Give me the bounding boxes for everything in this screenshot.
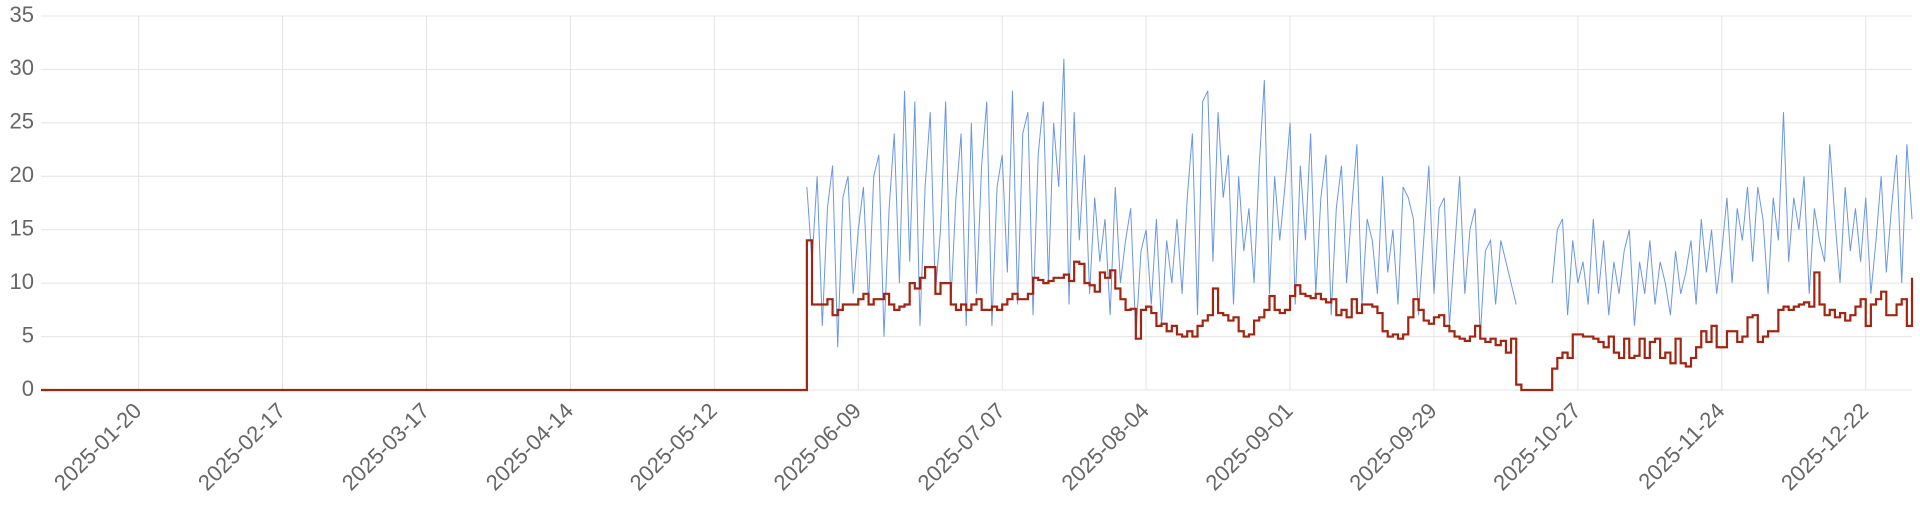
x-tick-label: 2025-07-07 — [913, 398, 1010, 495]
x-tick-label: 2025-09-29 — [1344, 398, 1441, 495]
y-tick-label: 35 — [10, 2, 34, 27]
x-tick-label: 2025-04-14 — [481, 398, 578, 495]
x-tick-label: 2025-02-17 — [193, 398, 290, 495]
y-tick-label: 30 — [10, 55, 34, 80]
x-tick-label: 2025-05-12 — [625, 398, 722, 495]
x-tick-label: 2025-01-20 — [49, 398, 146, 495]
x-tick-label: 2025-03-17 — [337, 398, 434, 495]
y-tick-label: 0 — [22, 376, 34, 401]
x-tick-label: 2025-10-27 — [1488, 398, 1585, 495]
y-tick-label: 10 — [10, 269, 34, 294]
x-tick-label: 2025-11-24 — [1633, 398, 1729, 494]
y-tick-label: 25 — [10, 109, 34, 134]
y-tick-label: 20 — [10, 162, 34, 187]
x-tick-label: 2025-09-01 — [1200, 398, 1297, 495]
y-tick-label: 15 — [10, 216, 34, 241]
x-tick-label: 2025-12-22 — [1776, 398, 1873, 495]
y-tick-label: 5 — [22, 322, 34, 347]
x-tick-label: 2025-06-09 — [769, 398, 866, 495]
x-tick-label: 2025-08-04 — [1057, 398, 1154, 495]
series-line — [41, 239, 1914, 392]
